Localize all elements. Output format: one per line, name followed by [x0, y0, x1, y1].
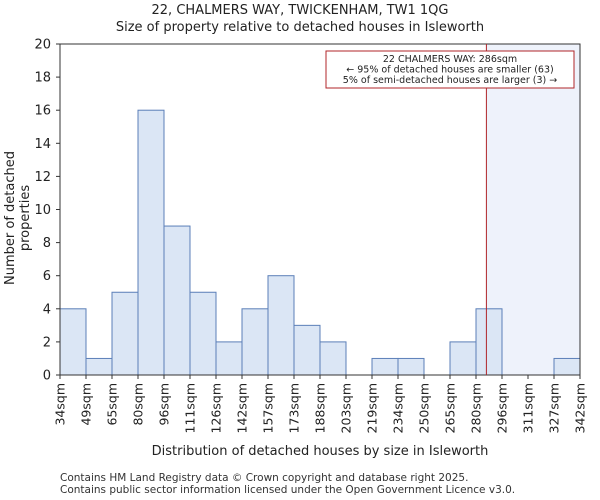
y-tick-label: 4 — [43, 302, 51, 317]
y-tick-label: 8 — [43, 236, 51, 251]
x-tick-label: 280sqm — [469, 383, 484, 433]
histogram-bar — [553, 357, 581, 376]
x-tick-label: 65sqm — [105, 383, 120, 426]
histogram-bar — [189, 291, 217, 376]
histogram-bar — [449, 341, 477, 376]
chart-subtitle: Size of property relative to detached ho… — [115, 20, 485, 35]
x-tick-label: 311sqm — [521, 383, 536, 433]
histogram-bar — [111, 291, 139, 376]
x-tick-label: 342sqm — [573, 383, 588, 433]
y-tick-label: 6 — [43, 269, 51, 284]
annotation-box — [325, 50, 575, 89]
annotation-line: 5% of semi-detached houses are larger (3… — [343, 75, 557, 86]
y-axis-label: Number of detached properties — [3, 151, 33, 285]
footer-line-1: Contains HM Land Registry data © Crown c… — [60, 472, 469, 484]
y-tick-label: 2 — [43, 335, 51, 350]
histogram-bar — [293, 324, 321, 376]
y-tick-label: 20 — [34, 38, 51, 53]
histogram-bar — [475, 308, 503, 376]
x-tick-label: 173sqm — [287, 383, 302, 433]
x-tick-label: 219sqm — [365, 383, 380, 433]
y-tick-label: 14 — [34, 137, 51, 152]
x-tick-label: 157sqm — [261, 383, 276, 433]
annotation-line: ← 95% of detached houses are smaller (63… — [346, 65, 553, 76]
histogram-bar — [397, 357, 425, 376]
histogram-bar — [241, 308, 269, 376]
y-tick-label: 12 — [34, 170, 51, 185]
x-tick-label: 142sqm — [235, 383, 250, 433]
histogram-bar — [85, 357, 113, 376]
x-tick-label: 80sqm — [131, 383, 146, 426]
histogram-bar — [371, 357, 399, 376]
x-tick-label: 327sqm — [547, 383, 562, 433]
histogram-bar — [319, 341, 347, 376]
histogram-bar — [163, 225, 191, 376]
histogram-bar — [215, 341, 243, 376]
x-tick-label: 96sqm — [157, 383, 172, 426]
x-tick-label: 265sqm — [443, 383, 458, 433]
x-tick-label: 203sqm — [339, 383, 354, 433]
annotation-line: 22 CHALMERS WAY: 286sqm — [383, 54, 517, 65]
x-tick-label: 296sqm — [495, 383, 510, 433]
footer-line-2: Contains public sector information licen… — [60, 484, 516, 496]
x-tick-label: 49sqm — [79, 383, 94, 426]
histogram-bar — [267, 275, 295, 376]
x-tick-label: 34sqm — [53, 383, 68, 426]
x-tick-label: 250sqm — [417, 383, 432, 433]
y-tick-label: 16 — [34, 104, 51, 119]
y-tick-label: 18 — [34, 71, 51, 86]
x-tick-label: 234sqm — [391, 383, 406, 433]
x-axis-label: Distribution of detached houses by size … — [151, 444, 489, 459]
histogram-bar — [59, 308, 87, 376]
histogram-bar — [137, 109, 165, 376]
x-tick-label: 111sqm — [183, 383, 198, 433]
chart-title: 22, CHALMERS WAY, TWICKENHAM, TW1 1QG — [151, 3, 449, 18]
y-tick-label: 10 — [34, 203, 51, 218]
y-tick-label: 0 — [43, 369, 51, 384]
x-tick-label: 188sqm — [313, 383, 328, 433]
x-tick-label: 126sqm — [209, 383, 224, 433]
